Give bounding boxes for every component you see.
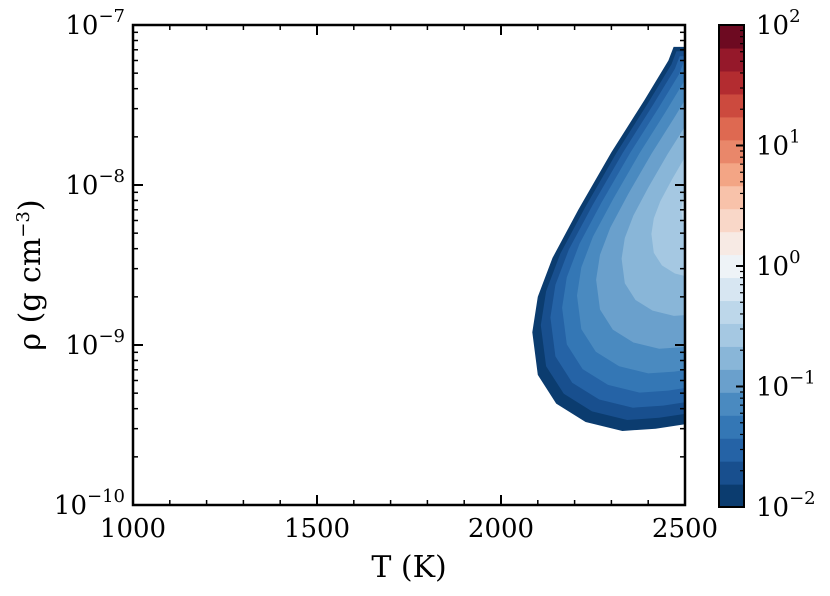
colorbar-tick-label: 10−1 [756, 368, 816, 403]
colorbar-segment [719, 346, 744, 370]
colorbar-ticks: 10−2 10−1 100 101 102 [736, 6, 816, 523]
colorbar-tick-label: 102 [756, 6, 801, 41]
y-tick-label: 10−8 [65, 166, 125, 201]
colorbar-segment [719, 162, 744, 187]
y-axis-title-base: ρ (g cm [13, 238, 48, 351]
colorbar-segment [719, 392, 744, 416]
x-tick-label: 2500 [652, 514, 718, 544]
colorbar-segment [719, 438, 744, 462]
y-tick-label: 10−7 [65, 6, 125, 41]
contour-fills [532, 46, 685, 431]
colorbar-segment [719, 231, 744, 256]
colorbar-segment [719, 300, 744, 324]
colorbar-segment [719, 116, 744, 141]
colorbar-segment [719, 254, 744, 279]
x-tick-label: 1000 [100, 514, 166, 544]
colorbar-tick-label: 10−2 [756, 488, 816, 523]
x-axis-title: T (K) [371, 550, 446, 585]
colorbar-segment [719, 415, 744, 439]
colorbar [718, 24, 745, 508]
y-axis-ticks: 10−10 10−9 10−8 10−7 [54, 6, 685, 521]
y-axis-title-close: ) [13, 199, 48, 211]
y-axis-title-exp: −3 [13, 211, 34, 238]
colorbar-segment [719, 461, 744, 485]
colorbar-segment [719, 47, 744, 72]
colorbar-segment [719, 25, 744, 49]
x-tick-label: 2000 [468, 514, 534, 544]
colorbar-tick-label: 101 [756, 127, 801, 162]
colorbar-segment [719, 70, 744, 95]
y-axis-title: ρ (g cm−3) [13, 199, 48, 350]
y-tick-label: 10−10 [54, 486, 125, 521]
x-axis-ticks: 1000 1500 2000 2500 [100, 25, 718, 544]
y-tick-label: 10−9 [65, 326, 125, 361]
colorbar-segment [719, 369, 744, 393]
colorbar-segment [719, 208, 744, 233]
contour-band [651, 156, 685, 276]
colorbar-segment [719, 185, 744, 210]
colorbar-segment [719, 93, 744, 118]
colorbar-segment [719, 484, 744, 508]
plot-border [131, 23, 687, 507]
x-tick-label: 1500 [284, 514, 350, 544]
colorbar-segment [719, 323, 744, 347]
plot-frame [131, 23, 687, 507]
colorbar-tick-label: 100 [756, 247, 801, 282]
colorbar-segment [719, 277, 744, 302]
